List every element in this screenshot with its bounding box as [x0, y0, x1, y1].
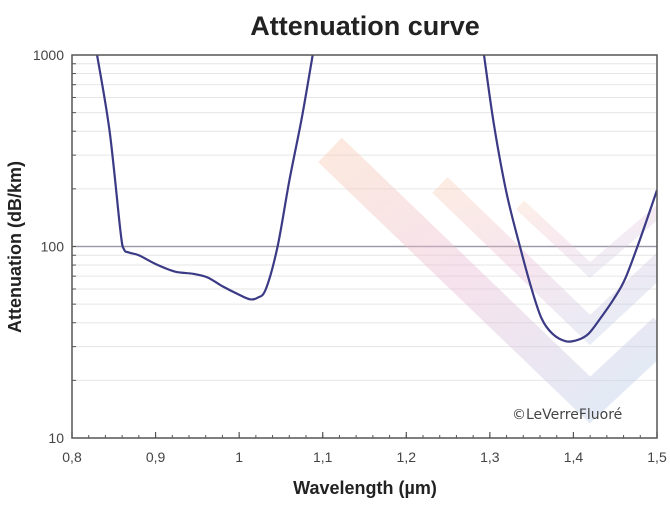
- decorative-ribbons: [318, 137, 657, 424]
- x-tick-label: 0,8: [62, 449, 82, 465]
- y-tick-label: 10: [48, 430, 64, 446]
- x-tick-label: 1,4: [564, 449, 584, 465]
- y-axis-label: Attenuation (dB/km): [5, 161, 25, 333]
- series-group: [95, 55, 657, 343]
- y-axis: 10 100 1000: [33, 47, 64, 446]
- x-tick-label: 1,5: [647, 449, 667, 465]
- x-tick-label: 1,1: [313, 449, 333, 465]
- x-axis: 0,8 0,9 1 1,1 1,2 1,3 1,4 1,5: [62, 432, 667, 465]
- chart-title: Attenuation curve: [250, 11, 480, 41]
- series-line-2: [482, 55, 657, 343]
- x-axis-label: Wavelength (µm): [293, 478, 437, 498]
- y-tick-label: 100: [41, 239, 65, 255]
- ribbon-medium: [432, 177, 657, 346]
- grid-lines: [72, 63, 657, 381]
- copyright-watermark: ©LeVerreFluoré: [512, 407, 622, 423]
- x-tick-label: 1,2: [397, 449, 417, 465]
- x-tick-label: 0,9: [146, 449, 166, 465]
- ribbon-large: [318, 137, 657, 424]
- x-tick-label: 1,3: [480, 449, 500, 465]
- plot-frame: [71, 54, 658, 439]
- series-line-1: [95, 55, 314, 301]
- ribbon-small: [515, 200, 657, 279]
- y-tick-label: 1000: [33, 47, 64, 63]
- x-tick-label: 1: [235, 449, 243, 465]
